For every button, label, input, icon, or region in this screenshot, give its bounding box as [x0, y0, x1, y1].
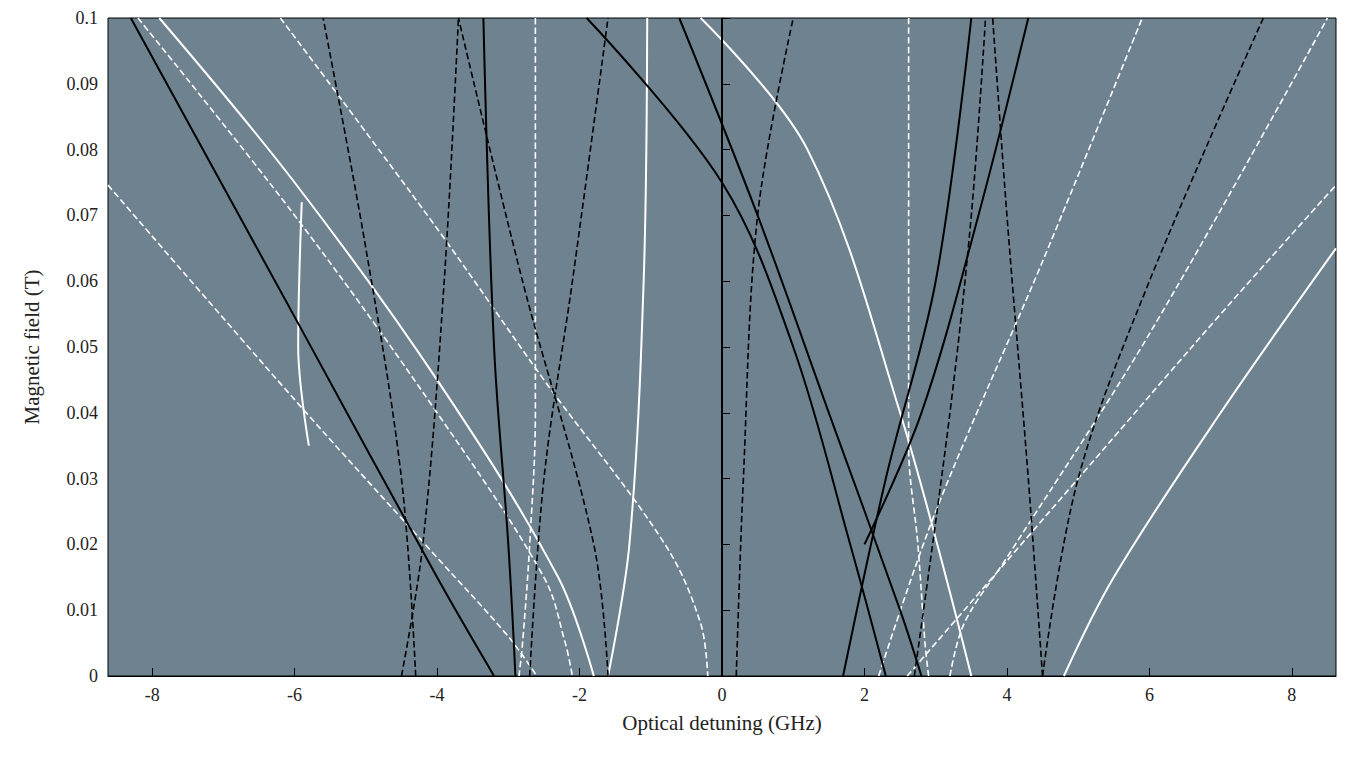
svg-text:0.08: 0.08 — [67, 140, 99, 160]
svg-text:Optical detuning (GHz): Optical detuning (GHz) — [622, 711, 821, 735]
svg-text:4: 4 — [1002, 685, 1011, 705]
svg-text:2: 2 — [860, 685, 869, 705]
svg-text:0: 0 — [89, 666, 98, 686]
svg-text:-8: -8 — [145, 685, 160, 705]
svg-text:-2: -2 — [572, 685, 587, 705]
svg-text:0: 0 — [718, 685, 727, 705]
svg-text:0.03: 0.03 — [67, 469, 99, 489]
svg-text:0.07: 0.07 — [67, 205, 99, 225]
svg-text:0.09: 0.09 — [67, 74, 99, 94]
svg-text:Magnetic field (T): Magnetic field (T) — [20, 269, 44, 424]
svg-text:0.06: 0.06 — [67, 271, 99, 291]
svg-text:-4: -4 — [430, 685, 445, 705]
svg-text:0.02: 0.02 — [67, 534, 99, 554]
svg-text:0.05: 0.05 — [67, 337, 99, 357]
svg-text:-6: -6 — [287, 685, 302, 705]
svg-text:8: 8 — [1287, 685, 1296, 705]
svg-text:0.01: 0.01 — [67, 600, 99, 620]
svg-text:6: 6 — [1145, 685, 1154, 705]
svg-text:0.04: 0.04 — [67, 403, 99, 423]
svg-text:0.1: 0.1 — [76, 8, 99, 28]
